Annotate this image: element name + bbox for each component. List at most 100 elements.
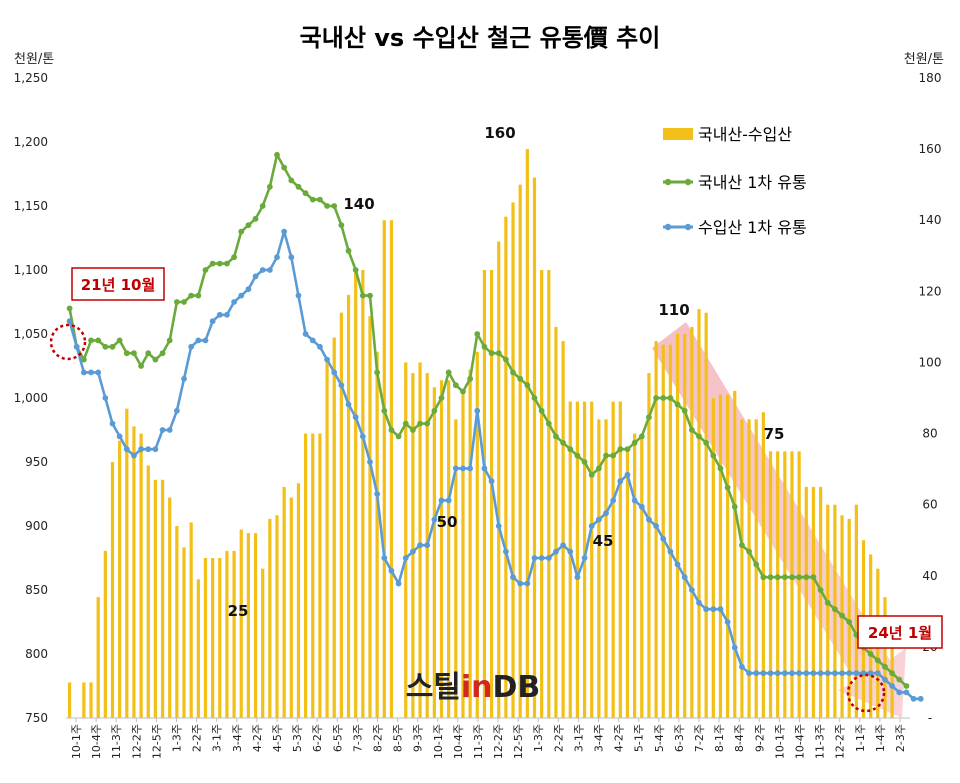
- x-tick-label: 7-3주: [351, 724, 364, 752]
- point-import-79: [631, 497, 638, 504]
- x-tick-label: 4-5주: [271, 724, 284, 752]
- right-axis-unit: 천원/톤: [904, 52, 944, 67]
- point-import-16: [181, 375, 187, 382]
- bar-0: [67, 682, 72, 718]
- point-import-110: [853, 670, 860, 677]
- bar-42: [368, 316, 372, 718]
- point-domestic-67: [545, 420, 552, 427]
- bar-19: [203, 558, 208, 718]
- bar-41: [361, 270, 365, 718]
- bar-36: [325, 362, 329, 718]
- bar-83: [661, 344, 665, 718]
- bar-67: [547, 270, 551, 718]
- point-domestic-99: [774, 574, 781, 581]
- point-domestic-102: [796, 574, 803, 581]
- point-import-116: [896, 689, 903, 696]
- left-tick-label: 1,100: [14, 263, 48, 277]
- point-domestic-86: [681, 407, 688, 414]
- bar-81: [647, 373, 651, 718]
- point-domestic-36: [324, 203, 330, 209]
- bar-82: [654, 341, 658, 718]
- bar-44: [382, 220, 386, 718]
- point-import-49: [417, 542, 423, 549]
- x-tick-label: 4-2주: [613, 724, 626, 752]
- x-tick-label: 5-3주: [291, 724, 304, 752]
- bar-100: [783, 451, 787, 718]
- bar-87: [690, 326, 694, 718]
- bar-96: [754, 419, 758, 718]
- left-tick-label: 750: [25, 711, 48, 725]
- point-import-55: [460, 465, 466, 472]
- left-tick-label: 1,200: [14, 135, 48, 149]
- bar-58: [482, 270, 487, 718]
- left-tick-label: 800: [25, 647, 48, 661]
- bar-97: [761, 412, 765, 718]
- point-import-29: [274, 254, 280, 261]
- point-import-104: [810, 670, 817, 677]
- point-domestic-104: [810, 574, 817, 581]
- x-tick-label: 10-1주: [773, 724, 786, 759]
- point-domestic-82: [653, 395, 659, 401]
- bar-30: [282, 486, 286, 718]
- point-domestic-37: [331, 203, 338, 209]
- bar-109: [847, 518, 851, 718]
- bar-68: [554, 326, 558, 718]
- right-tick-label: -: [928, 711, 932, 725]
- bar-101: [790, 451, 794, 718]
- legend-label-domestic: 국내산 1차 유통: [698, 173, 807, 192]
- point-domestic-31: [288, 177, 295, 184]
- point-import-80: [638, 503, 645, 510]
- point-domestic-97: [760, 574, 767, 581]
- point-domestic-87: [688, 427, 695, 433]
- point-domestic-74: [595, 465, 602, 472]
- x-tick-label: 3-4주: [593, 724, 606, 752]
- bar-34: [311, 433, 315, 718]
- point-import-87: [688, 587, 695, 593]
- left-tick-label: 1,050: [14, 327, 48, 341]
- x-tick-label: 12-2주: [834, 724, 847, 759]
- bar-53: [447, 380, 451, 718]
- bar-57: [475, 351, 479, 718]
- point-import-47: [402, 555, 409, 561]
- point-import-25: [245, 286, 252, 293]
- point-import-17: [188, 343, 195, 350]
- point-import-46: [395, 580, 402, 587]
- x-tick-label: 12-2주: [492, 724, 505, 759]
- point-domestic-43: [374, 369, 381, 376]
- point-import-94: [739, 663, 745, 670]
- callout-label: 21년 10월: [81, 276, 156, 294]
- point-domestic-53: [445, 369, 452, 376]
- point-import-67: [545, 555, 552, 561]
- bar-80: [640, 433, 644, 718]
- point-import-42: [367, 459, 373, 465]
- bar-65: [532, 177, 537, 718]
- point-import-70: [567, 548, 574, 555]
- bar-92: [726, 394, 730, 718]
- x-tick-label: 8-1주: [713, 724, 726, 752]
- bar-103: [804, 486, 808, 718]
- point-domestic-81: [646, 414, 652, 421]
- point-domestic-62: [510, 369, 516, 376]
- bar-28: [268, 518, 272, 718]
- x-tick-label: 6-2주: [311, 724, 324, 752]
- point-import-117: [903, 689, 910, 696]
- point-domestic-40: [352, 267, 359, 273]
- point-domestic-107: [832, 606, 838, 613]
- point-domestic-77: [617, 446, 624, 453]
- left-tick-label: 1,250: [14, 71, 48, 85]
- point-import-9: [131, 452, 137, 459]
- bar-52: [439, 380, 444, 718]
- point-import-24: [238, 292, 245, 299]
- line-domestic: [68, 153, 908, 687]
- point-import-18: [195, 337, 202, 344]
- bar-69: [561, 341, 565, 718]
- bar-47: [404, 362, 408, 718]
- point-import-11: [145, 446, 152, 453]
- point-domestic-27: [259, 203, 266, 209]
- bar-48: [411, 373, 415, 718]
- point-import-31: [288, 254, 295, 261]
- right-tick-label: 180: [919, 71, 942, 85]
- point-domestic-63: [517, 375, 524, 382]
- bar-56: [468, 369, 472, 718]
- point-import-13: [159, 427, 166, 433]
